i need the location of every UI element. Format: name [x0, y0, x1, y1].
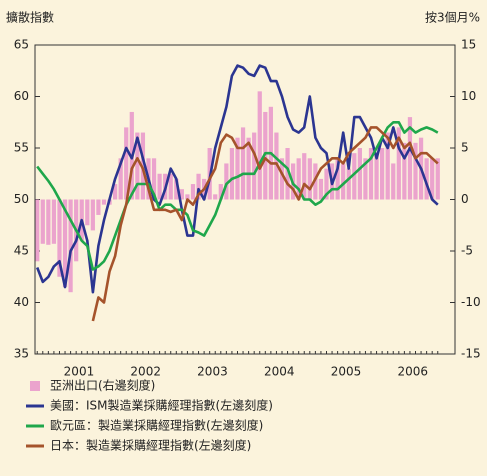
y-tick-label: 55: [14, 141, 29, 155]
bar: [385, 132, 390, 200]
bar: [124, 127, 129, 200]
bar: [424, 158, 429, 200]
bar: [118, 158, 123, 200]
bar: [391, 163, 396, 200]
y-tick-label: 40: [14, 295, 29, 309]
bar: [190, 184, 196, 200]
bar: [279, 158, 285, 200]
bar: [185, 194, 190, 200]
line: [36, 121, 439, 271]
y2-tick-label: 0: [461, 192, 469, 206]
line: [91, 126, 439, 322]
plot-frame: [34, 44, 456, 355]
bar: [307, 158, 312, 200]
bar: [196, 173, 201, 200]
x-tick-label: 2001: [64, 365, 95, 379]
bar: [218, 184, 223, 200]
bar: [318, 178, 324, 200]
bar: [252, 132, 257, 200]
bar: [380, 148, 385, 200]
y-tick-label: 60: [14, 89, 29, 103]
y2-tick-label: -5: [461, 244, 473, 258]
bar: [357, 148, 362, 200]
y-axis-title: 擴散指數: [6, 10, 54, 25]
y2-tick-label: 15: [461, 38, 476, 52]
bar: [302, 153, 307, 200]
bar: [174, 178, 179, 200]
bar: [413, 142, 418, 200]
bar: [430, 158, 435, 200]
y-tick-label: 65: [14, 38, 29, 52]
x-tick-label: 2002: [130, 365, 161, 379]
y2-tick-label: 5: [461, 141, 469, 155]
bar: [62, 199, 68, 288]
bar: [151, 158, 157, 200]
bar: [229, 148, 235, 200]
bar: [179, 189, 184, 200]
x-tick-label: 2003: [197, 365, 228, 379]
bar: [46, 199, 51, 245]
x-tick-label: 2005: [331, 365, 362, 379]
bar: [368, 148, 374, 200]
bar: [324, 168, 329, 200]
bar: [157, 173, 162, 200]
bar: [240, 127, 246, 200]
bar: [96, 199, 101, 215]
legend-label: 亞洲出口(右邊刻度): [50, 378, 155, 393]
bar: [285, 148, 290, 200]
bar: [57, 199, 62, 277]
y2-tick-label: 10: [461, 89, 476, 103]
bar: [257, 91, 262, 200]
bar: [35, 199, 40, 262]
bar: [407, 117, 413, 200]
legend-label: 歐元區：製造業採購經理指數(左邊刻度): [50, 418, 263, 433]
bar: [90, 199, 95, 231]
y-tick-label: 50: [14, 192, 29, 206]
bar: [40, 199, 45, 244]
bar: [352, 153, 357, 200]
y-tick-label: 45: [14, 244, 29, 258]
bar: [224, 163, 229, 200]
bar: [168, 173, 173, 200]
y2-tick-label: -15: [461, 347, 481, 361]
bar: [335, 158, 340, 200]
bar: [101, 199, 107, 205]
bar: [246, 137, 251, 200]
line: [35, 64, 439, 294]
bar: [374, 153, 379, 200]
bar: [213, 194, 218, 200]
legend-swatch: [30, 381, 40, 391]
bar: [235, 137, 240, 200]
y-tick-label: 35: [14, 347, 29, 361]
y2-axis-title: 按3個月%: [425, 11, 480, 25]
bar: [396, 127, 401, 200]
bar: [346, 168, 351, 200]
bar: [435, 158, 440, 200]
legend-label: 美國：ISM製造業採購經理指數(左邊刻度): [50, 398, 273, 413]
bar: [85, 199, 90, 226]
y2-tick-label: -10: [461, 295, 481, 309]
bar: [363, 158, 368, 200]
bar: [341, 163, 346, 200]
bar: [296, 158, 301, 200]
x-tick-label: 2004: [264, 365, 295, 379]
bar: [135, 132, 140, 200]
x-tick-label: 2006: [397, 365, 428, 379]
legend-label: 日本：製造業採購經理指數(左邊刻度): [50, 438, 251, 453]
bar: [402, 142, 407, 200]
bar: [68, 199, 73, 293]
bar: [112, 184, 118, 200]
bar: [51, 199, 57, 244]
